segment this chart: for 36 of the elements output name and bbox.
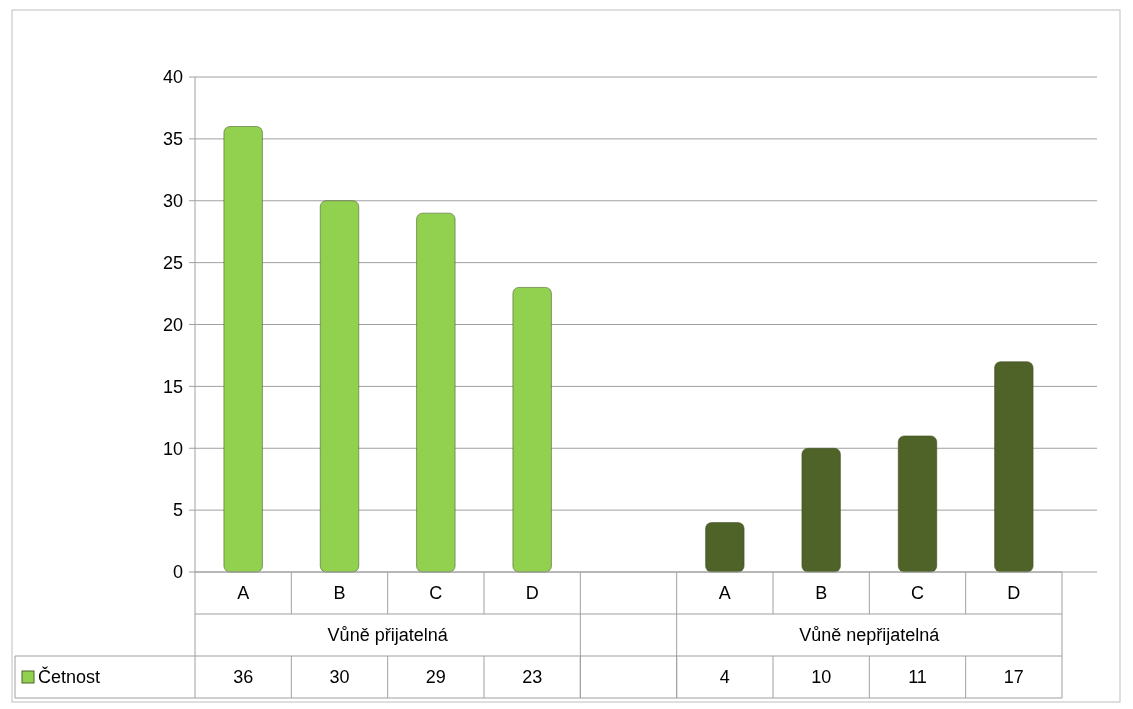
text: Vůně nepřijatelná [799,625,941,646]
y-tick-label: 5 [172,500,183,521]
legend-label: Četnost [38,666,101,688]
x-tick-label: D [525,583,539,604]
text: Vůně přijatelná [327,625,449,646]
data-label: 23 [522,667,543,688]
y-tick-label: 25 [162,252,183,273]
y-tick-label: 10 [162,438,183,459]
y-tick-label: 15 [162,376,183,397]
y-tick-label: 40 [162,67,183,88]
data-label: 11 [908,667,927,688]
x-tick-label: C [429,583,443,604]
data-label: 10 [811,667,832,688]
data-label: 4 [719,667,730,688]
x-tick-label: D [1007,583,1021,604]
data-label: 30 [329,667,350,688]
bar [512,287,552,573]
bar [416,212,456,573]
bar [897,435,938,573]
data-label: 29 [425,667,446,688]
bar [223,126,263,573]
x-tick-label: A [718,583,731,604]
x-tick-label: B [333,583,346,604]
bar [801,448,841,573]
y-tick-label: 30 [162,191,183,212]
y-tick-label: 20 [162,314,183,335]
x-tick-label: A [237,583,250,604]
y-tick-label: 35 [162,129,183,150]
x-tick-label: C [911,583,924,604]
data-label: 36 [233,667,254,688]
x-tick-label: B [815,583,828,604]
bar [319,200,360,573]
data-label: 17 [1003,667,1024,688]
bar [705,522,745,573]
bar [994,361,1034,573]
y-tick-label: 0 [172,562,183,583]
